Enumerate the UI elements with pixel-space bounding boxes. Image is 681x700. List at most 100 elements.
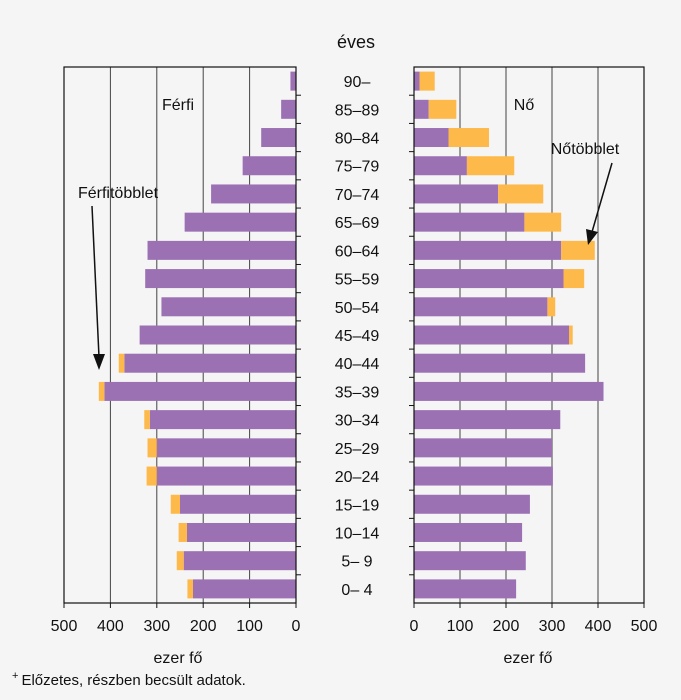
left-bar-surplus [187, 579, 193, 599]
left-bar-base [147, 240, 296, 260]
right-panel-name: Nő [514, 97, 535, 114]
right-bar-base [414, 71, 420, 91]
right-bar-base [414, 156, 467, 176]
left-bar-base [184, 212, 296, 232]
left-bar-base [186, 522, 296, 542]
left-bar-base [124, 353, 296, 373]
left-bar-base [180, 494, 296, 514]
age-group-label: 60–64 [335, 243, 380, 260]
left-annotation: Férfitöbblet [78, 185, 159, 202]
age-group-label: 15–19 [335, 497, 380, 514]
left-bar-base [161, 297, 296, 317]
age-group-label: 65–69 [335, 215, 380, 232]
right-bar-base [414, 325, 570, 345]
left-bar-base [145, 269, 296, 289]
right-bar-base [414, 128, 449, 148]
right-bar-base [414, 381, 604, 401]
left-bar-base [156, 438, 296, 458]
age-group-label: 50–54 [335, 300, 380, 317]
age-group-label: 25–29 [335, 441, 380, 458]
left-plot-frame [63, 66, 297, 604]
right-x-tick-label: 0 [410, 618, 419, 635]
left-panel-name: Férfi [162, 97, 194, 114]
age-group-label: 75–79 [335, 159, 380, 176]
left-bar-surplus [144, 410, 150, 430]
right-axis-title: ezer fő [504, 650, 553, 667]
footnote-marker: + [12, 670, 19, 682]
right-bar-base [414, 240, 562, 260]
right-plot-frame [413, 66, 645, 604]
age-group-label: 0– 4 [341, 582, 372, 599]
right-bar-surplus [561, 240, 595, 260]
right-annotation-arrow [586, 162, 613, 245]
left-x-tick-label: 0 [292, 618, 301, 635]
left-x-tick-label: 200 [190, 618, 217, 635]
age-group-label: 10–14 [335, 525, 380, 542]
right-bar-base [414, 466, 553, 486]
right-bar-surplus [524, 212, 562, 232]
right-x-tick-label: 400 [585, 618, 612, 635]
right-bar-base [414, 353, 586, 373]
age-group-label: 40–44 [335, 356, 380, 373]
right-bar-surplus [448, 128, 489, 148]
age-group-labels: 90– 85–89 80–84 75–79 70–74 65–69 60–64 55–59 50… [335, 74, 380, 599]
age-group-label: 80–84 [335, 131, 380, 148]
left-bar-base [242, 156, 296, 176]
left-bar-base [139, 325, 296, 345]
right-bar-surplus [419, 71, 435, 91]
right-bar-base [414, 297, 548, 317]
left-x-tick-label: 300 [143, 618, 170, 635]
left-x-tick-label: 400 [97, 618, 124, 635]
right-bar-surplus [547, 297, 556, 317]
left-bar-surplus [118, 353, 125, 373]
left-annotation-arrow [91, 205, 105, 370]
left-bar-base [183, 551, 296, 571]
right-bar-surplus [498, 184, 544, 204]
right-annotation: Nőtöbblet [551, 141, 620, 158]
left-bar-base [261, 128, 296, 148]
age-group-label: 20–24 [335, 469, 380, 486]
age-group-label: 35–39 [335, 384, 380, 401]
age-group-label: 5– 9 [341, 554, 372, 571]
right-panel-female: 0 100 200 300 400 500 [409, 66, 658, 635]
right-bar-surplus [466, 156, 515, 176]
left-bar-surplus [178, 522, 187, 542]
left-x-tick-label: 500 [51, 618, 78, 635]
left-bar-base [192, 579, 296, 599]
right-x-tick-label: 300 [539, 618, 566, 635]
left-bar-base [149, 410, 296, 430]
left-bar-base [156, 466, 296, 486]
right-bar-base [414, 494, 530, 514]
age-group-label: 85–89 [335, 102, 380, 119]
left-bar-surplus [176, 551, 184, 571]
right-bar-base [414, 579, 517, 599]
right-x-tick-label: 500 [631, 618, 658, 635]
left-bar-base [211, 184, 296, 204]
left-bar-base [104, 381, 296, 401]
left-x-tick-label: 100 [236, 618, 263, 635]
left-bar-base [281, 99, 296, 119]
right-bar-surplus [428, 99, 457, 119]
right-bar-base [414, 438, 552, 458]
age-group-label: 55–59 [335, 272, 380, 289]
age-group-label: 30–34 [335, 413, 380, 430]
right-bar-base [414, 269, 564, 289]
left-axis-title: ezer fő [154, 650, 203, 667]
right-x-tick-label: 100 [447, 618, 474, 635]
right-bar-surplus [569, 325, 573, 345]
age-group-label: 90– [344, 74, 371, 91]
right-bar-base [414, 410, 561, 430]
footnote-text: Előzetes, részben becsült adatok. [21, 672, 246, 689]
right-bar-base [414, 184, 499, 204]
left-panel-male: 500 400 300 200 100 0 [51, 66, 301, 635]
footnote: + Előzetes, részben becsült adatok. [12, 670, 246, 689]
left-bar-base [290, 71, 296, 91]
right-bar-base [414, 99, 429, 119]
right-bar-surplus [563, 269, 585, 289]
left-bar-surplus [170, 494, 180, 514]
right-bar-base [414, 551, 526, 571]
age-group-label: 70–74 [335, 187, 380, 204]
right-bar-base [414, 522, 523, 542]
chart-title: éves [337, 32, 375, 52]
left-bar-surplus [98, 381, 105, 401]
